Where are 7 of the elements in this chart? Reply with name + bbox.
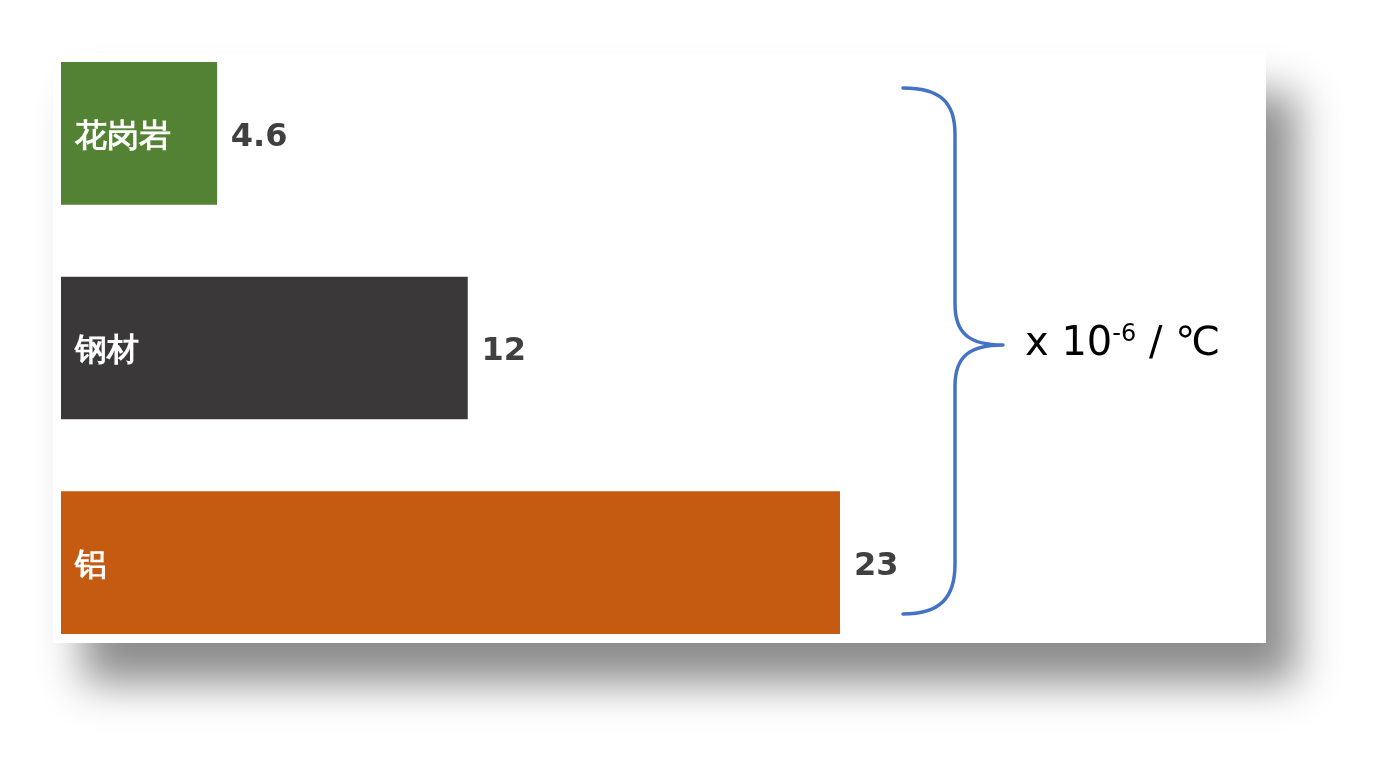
data-label: 23	[854, 544, 899, 583]
y-tick-label: 铝	[73, 544, 107, 583]
y-tick-label: 花岗岩	[74, 115, 171, 154]
text: x 10$^{-6}$ / ℃	[1025, 318, 1221, 364]
y-tick-label: 钢材	[73, 330, 139, 369]
data-label: 4.6	[230, 115, 288, 154]
data-label: 12	[481, 330, 526, 369]
